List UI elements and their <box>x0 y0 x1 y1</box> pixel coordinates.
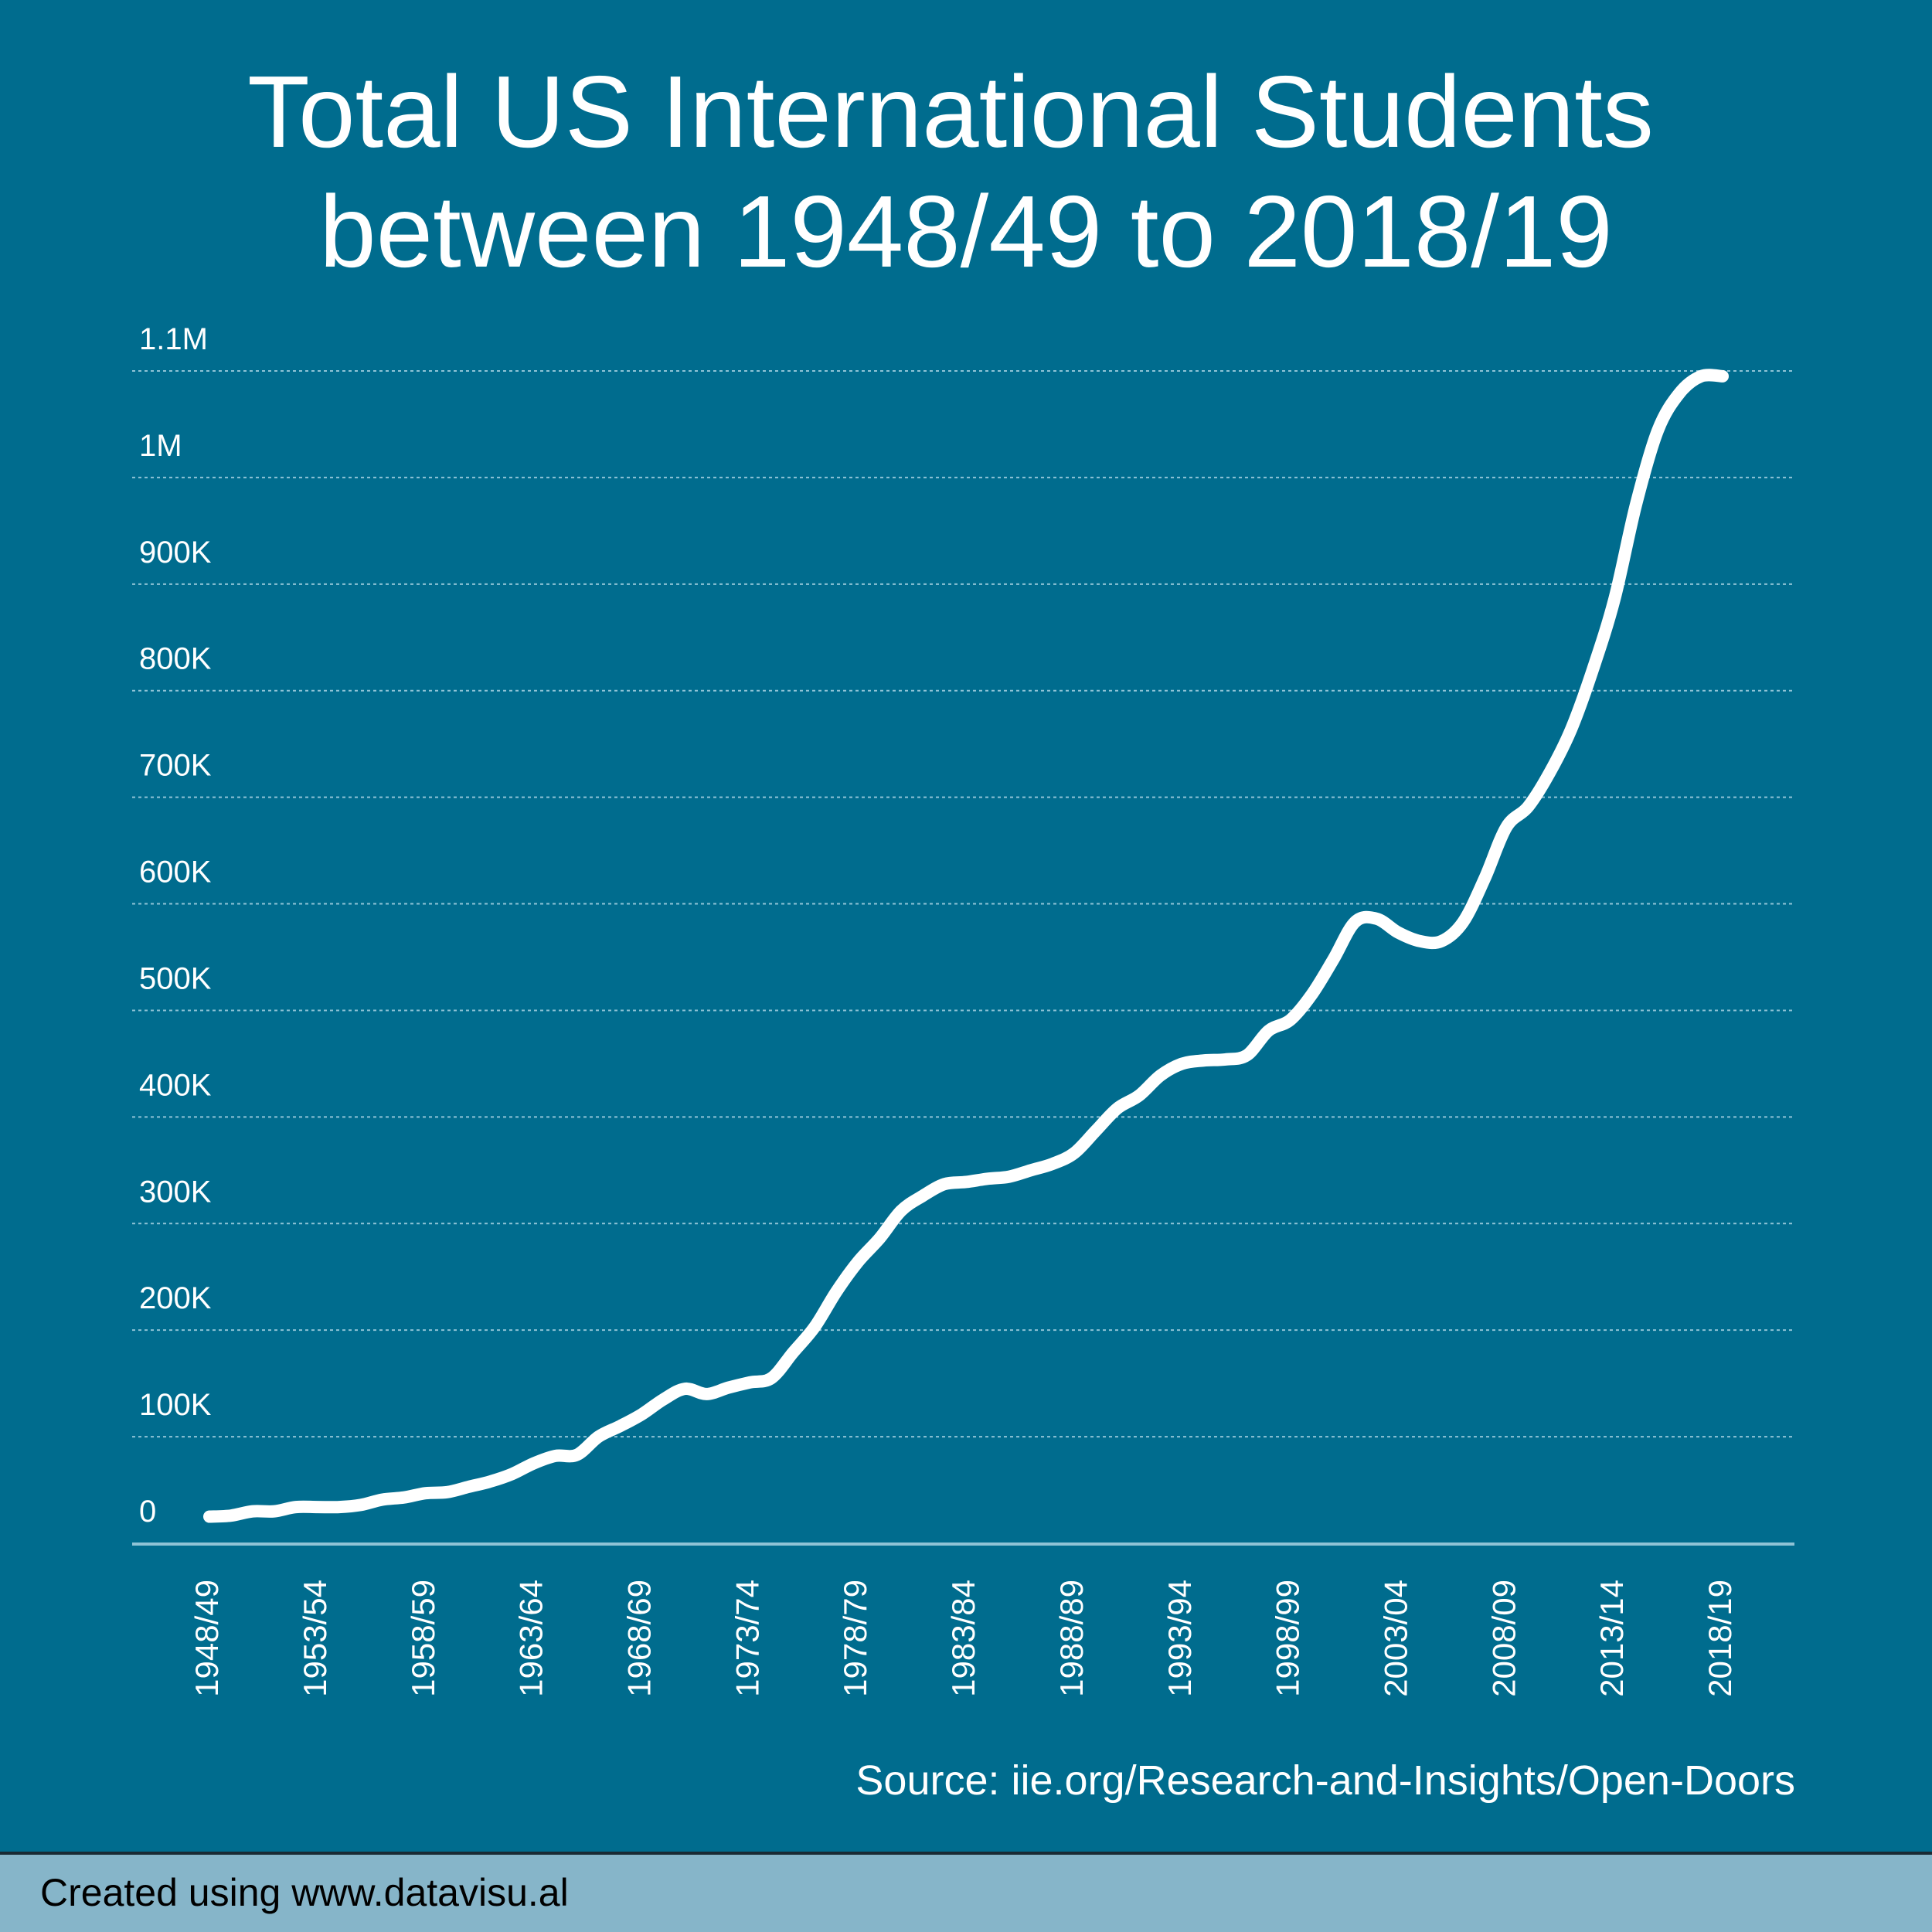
x-tick-label: 1998/99 <box>1270 1580 1306 1697</box>
x-tick-label: 1973/74 <box>729 1580 765 1697</box>
x-tick-label: 1968/69 <box>621 1580 658 1697</box>
y-tick-label: 600K <box>139 855 212 889</box>
x-tick-label: 1953/54 <box>297 1580 333 1697</box>
x-tick-label: 1948/49 <box>189 1580 225 1697</box>
y-tick-label: 700K <box>139 749 212 783</box>
y-tick-label: 500K <box>139 961 212 995</box>
x-tick-label: 1993/94 <box>1162 1580 1198 1697</box>
plot: 0 100K 200K 300K 400K 500K 600K 700K 800K 900K 1M 1… <box>132 322 1794 1697</box>
source: Source: iie.org/Research-and-Insights/Op… <box>855 1757 1795 1804</box>
x-tick-label: 1983/84 <box>945 1580 981 1697</box>
data-line <box>203 369 1729 1523</box>
y-tick-label: 400K <box>139 1068 212 1102</box>
x-tick-label: 2008/09 <box>1485 1580 1522 1697</box>
x-tick-label: 2018/19 <box>1702 1580 1738 1697</box>
chart-subtitle: between 1948/49 to 2018/19 <box>319 175 1612 288</box>
chart-title: Total US International Students <box>247 55 1654 168</box>
y-tick-label: 0 <box>139 1495 156 1529</box>
y-tick-label: 200K <box>139 1281 212 1315</box>
x-tick-label: 1978/79 <box>837 1580 873 1697</box>
y-tick-label: 1.1M <box>139 322 208 356</box>
x-tick-label: 2003/04 <box>1378 1580 1414 1697</box>
y-tick-label: 100K <box>139 1388 212 1422</box>
x-tick-label: 2013/14 <box>1594 1580 1630 1697</box>
footer-text: Created using www.datavisu.al <box>40 1871 569 1914</box>
y-tick-label: 900K <box>139 536 212 570</box>
x-tick-label: 1963/64 <box>513 1580 549 1697</box>
x-tick-label: 1958/59 <box>405 1580 441 1697</box>
y-tick-label: 800K <box>139 642 212 676</box>
footer-bar <box>0 1852 1932 1932</box>
y-tick-label: 300K <box>139 1175 212 1209</box>
y-tick-label: 1M <box>139 429 182 463</box>
x-tick-label: 1988/89 <box>1053 1580 1090 1697</box>
